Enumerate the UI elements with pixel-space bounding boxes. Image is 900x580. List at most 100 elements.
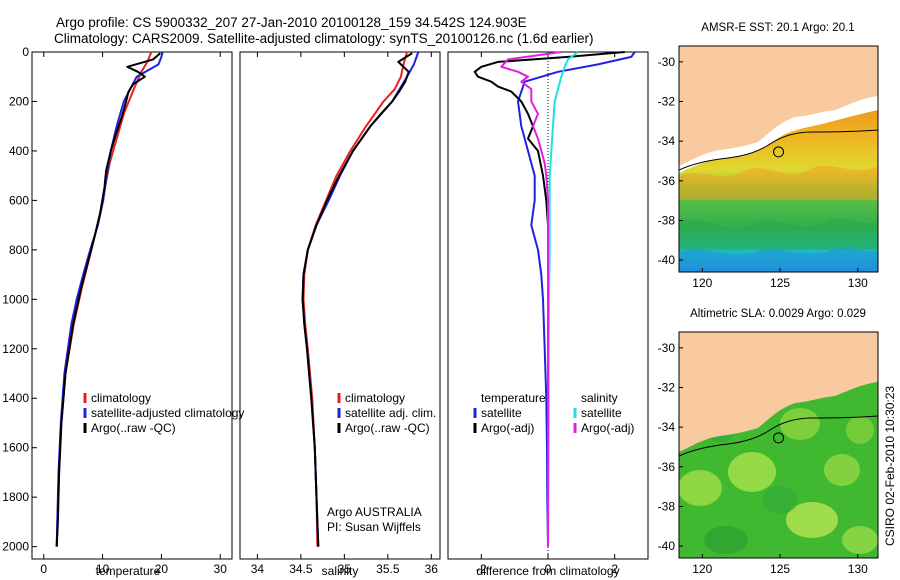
x-tick-label: -2 (476, 562, 487, 576)
credit-line-1: Argo AUSTRALIA (327, 505, 422, 519)
map-y-tick-label: -36 (658, 174, 676, 188)
x-tick-label: 10 (96, 562, 110, 576)
x-tick-label: 0 (40, 562, 47, 576)
map-y-tick-label: -40 (658, 253, 676, 267)
map-y-tick-label: -36 (658, 460, 676, 474)
sst-map-tick-labels: 120 125 130 -30 -32 -34 -36 -38 -40 (658, 55, 868, 290)
x-tick-label: 35.5 (376, 562, 400, 576)
map-x-tick-label: 120 (692, 562, 712, 576)
map-y-tick-label: -30 (658, 55, 676, 69)
legend-label: satellite-adjusted climatology (91, 406, 244, 420)
header-line2: Climatology: CARS2009. Satellite-adjuste… (54, 31, 594, 46)
salinity-tick-labels: 34 34.5 35 35.5 36 (251, 52, 438, 576)
sla-texture (679, 408, 878, 554)
salinity-xlabel: salinity (322, 564, 359, 578)
sla-map-frame (678, 331, 879, 559)
x-tick-label: 35 (338, 562, 352, 576)
legend-label: temperature (481, 391, 546, 405)
salinity-axes-frame (239, 51, 441, 560)
legend-label: Argo(..raw -QC) (91, 421, 176, 435)
map-x-tick-label: 130 (848, 276, 868, 290)
temperature-axes-frame (31, 51, 233, 560)
x-tick-label: 20 (155, 562, 169, 576)
sla-map-title: Altimetric SLA: 0.0029 Argo: 0.029 (690, 308, 866, 320)
difference-series (473, 51, 636, 547)
y-tick-label: 400 (9, 144, 29, 158)
sst-shelf-contour (679, 129, 878, 171)
legend-label: satellite (581, 406, 622, 420)
y-tick-label: 1000 (2, 292, 29, 306)
map-y-tick-label: -38 (658, 213, 676, 227)
sla-shelf-contour (679, 415, 878, 457)
temperature-xlabel: temperature (96, 564, 161, 578)
y-tick-label: 1600 (2, 441, 29, 455)
map-y-tick-label: -32 (658, 95, 676, 109)
series-line-temperature-satellite (517, 51, 636, 547)
series-line-satellite (301, 51, 420, 547)
sst-map-panel: AMSR-E SST: 20.1 Argo: 20.1 120 125 130 -30… (658, 22, 879, 290)
map-x-tick-label: 120 (692, 276, 712, 290)
legend-label: Argo(-adj) (481, 421, 534, 435)
x-tick-label: 34.5 (289, 562, 313, 576)
x-tick-label: 2 (611, 562, 618, 576)
series-line-argo (301, 52, 413, 547)
difference-tick-labels: -2 0 2 (476, 52, 618, 576)
y-tick-label: 800 (9, 243, 29, 257)
salinity-panel: 34 34.5 35 35.5 36 salinity climatologysatel… (239, 51, 441, 578)
y-tick-label: 200 (9, 94, 29, 108)
credit-line-2: PI: Susan Wijffels (327, 520, 421, 534)
y-tick-label: 600 (9, 193, 29, 207)
x-tick-label: 34 (251, 562, 265, 576)
map-y-tick-label: -34 (658, 420, 676, 434)
map-x-tick-label: 130 (848, 562, 868, 576)
series-line-salinity-satellite (547, 51, 579, 547)
legend-label: climatology (345, 391, 405, 405)
series-line-argo (55, 52, 161, 547)
sla-float-marker (773, 432, 785, 444)
legend-label: Argo(..raw -QC) (345, 421, 430, 435)
y-tick-label: 0 (22, 45, 29, 59)
series-line-salinity-argo (500, 51, 562, 547)
sla-map-tick-labels: 120 125 130 -30 -32 -34 -36 -38 -40 (658, 341, 868, 576)
map-y-tick-label: -32 (658, 381, 676, 395)
depth-tick-labels: 0 200 400 600 800 1000 1200 1400 1600 1800 2000 (2, 45, 37, 554)
legend-label: Argo(-adj) (581, 421, 634, 435)
sst-float-marker (773, 146, 785, 158)
timestamp: CSIRO 02-Feb-2010 10:30:23 (883, 386, 897, 546)
temperature-panel: 0 200 400 600 800 1000 1200 1400 1600 1800 2000 0 1… (2, 45, 244, 578)
map-x-tick-label: 125 (770, 562, 790, 576)
difference-xlabel: difference from climatology (476, 564, 619, 578)
sst-coastal-gap (679, 96, 878, 174)
legend-label: climatology (91, 391, 151, 405)
y-tick-label: 2000 (2, 540, 29, 554)
legend-label: satellite (481, 406, 522, 420)
y-tick-label: 1400 (2, 391, 29, 405)
map-y-tick-label: -40 (658, 539, 676, 553)
sst-map-title: AMSR-E SST: 20.1 Argo: 20.1 (701, 22, 854, 34)
series-line-climatology (302, 51, 408, 547)
map-y-tick-label: -38 (658, 499, 676, 513)
legend-label: satellite adj. clim. (345, 406, 436, 420)
map-y-tick-label: -30 (658, 341, 676, 355)
sst-land (679, 46, 878, 166)
sst-texture (679, 166, 878, 272)
temperature-tick-labels: 0 10 20 30 (40, 52, 227, 576)
header-line1: Argo profile: CS 5900332_207 27-Jan-2010… (56, 15, 527, 30)
sla-land (679, 332, 878, 452)
series-line-satellite (55, 51, 164, 547)
sla-map-panel: Altimetric SLA: 0.0029 Argo: 0.029 120 12… (658, 308, 879, 576)
map-x-tick-label: 125 (770, 276, 790, 290)
salinity-series (301, 51, 420, 547)
x-tick-label: 30 (214, 562, 228, 576)
y-tick-label: 1200 (2, 342, 29, 356)
difference-panel: -2 0 2 difference from climatology tempera… (447, 51, 649, 578)
map-y-tick-label: -34 (658, 134, 676, 148)
series-line-climatology (55, 51, 153, 547)
legend-label: salinity (581, 391, 618, 405)
temperature-series (55, 51, 164, 547)
y-tick-label: 1800 (2, 490, 29, 504)
